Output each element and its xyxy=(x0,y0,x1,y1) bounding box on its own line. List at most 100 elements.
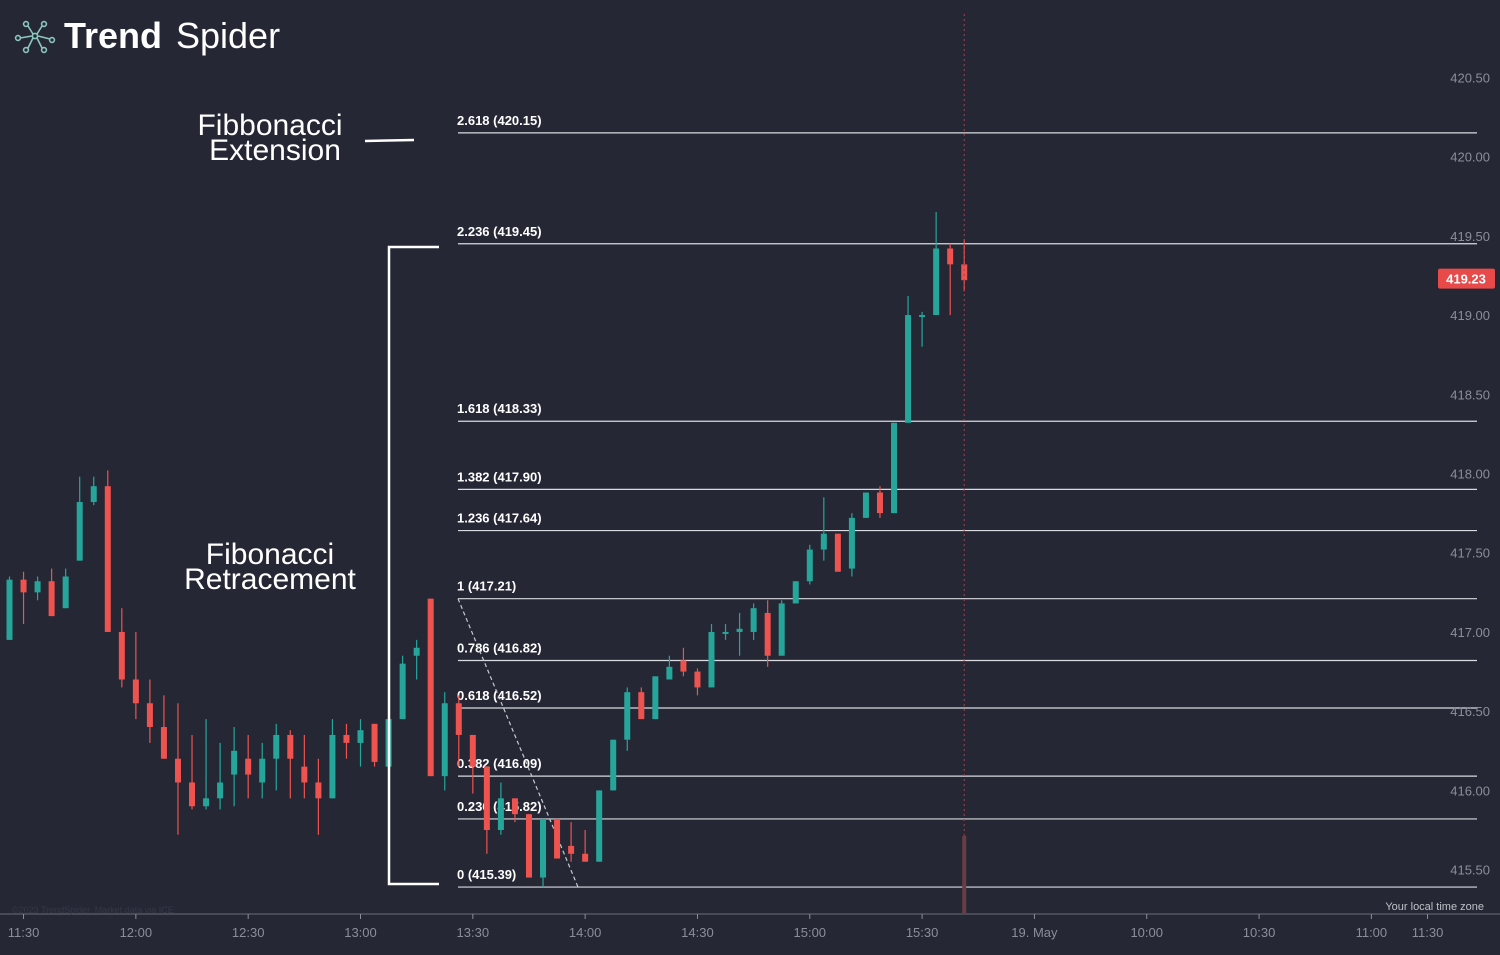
candle-body xyxy=(554,818,561,859)
candle-body xyxy=(540,818,547,878)
retracement-label-line2: Retracement xyxy=(184,563,356,596)
candle-body xyxy=(947,248,954,265)
candle-body xyxy=(694,671,701,688)
x-tick-label: 13:30 xyxy=(457,925,490,940)
candle-body xyxy=(820,533,827,550)
fib-extension-annotation: Fibbonacci Extension xyxy=(197,109,415,167)
x-tick-label: 13:00 xyxy=(344,925,377,940)
candle-body xyxy=(174,758,181,783)
candle-body xyxy=(132,679,139,704)
fib-level-label: 0.618 (416.52) xyxy=(457,688,542,703)
y-tick-label: 417.00 xyxy=(1450,625,1490,640)
candle-body xyxy=(666,666,673,680)
y-tick-label: 416.50 xyxy=(1450,704,1490,719)
fib-level-label: 0.382 (416.09) xyxy=(457,756,542,771)
x-tick-label: 11:00 xyxy=(1356,925,1388,940)
fib-level-label: 1.382 (417.90) xyxy=(457,469,542,484)
fib-level-label: 2.618 (420.15) xyxy=(457,113,542,128)
candle-body xyxy=(933,248,940,316)
candle-body xyxy=(469,734,476,767)
brand-name-bold: Trend xyxy=(64,15,162,56)
retracement-label-line1: Fibonacci xyxy=(206,538,334,571)
candle-body xyxy=(610,739,617,791)
fib-level-label: 2.236 (419.45) xyxy=(457,224,542,239)
candle-body xyxy=(511,798,518,815)
candle-body xyxy=(427,598,434,777)
candle-body xyxy=(301,766,308,783)
candle-body xyxy=(273,734,280,759)
brand-logo: Trend Spider xyxy=(14,15,280,56)
y-tick-label: 418.50 xyxy=(1450,387,1490,402)
fib-level-label: 1 (417.21) xyxy=(457,579,516,594)
candle-body xyxy=(118,631,125,680)
candle-body xyxy=(905,315,912,423)
time-axis: 11:30 12:00 12:30 13:00 13:30 14:00 14:30 15:00… xyxy=(0,14,1500,940)
y-tick-label: 419.50 xyxy=(1450,229,1490,244)
x-tick-label: 10:00 xyxy=(1130,925,1163,940)
candle-body xyxy=(652,676,659,720)
candle-body xyxy=(90,486,97,503)
candle-body xyxy=(848,517,855,569)
candle-body xyxy=(203,798,210,807)
x-tick-label: 14:30 xyxy=(681,925,714,940)
candle-body xyxy=(104,486,111,632)
candle-body xyxy=(736,628,743,632)
candle-body xyxy=(6,579,13,640)
candle-body xyxy=(891,422,898,514)
candle-body xyxy=(399,663,406,720)
fib-level-label: 0.786 (416.82) xyxy=(457,640,542,655)
fib-level-label: 0 (415.39) xyxy=(457,867,516,882)
y-tick-label: 416.00 xyxy=(1450,783,1490,798)
x-tick-label: 11:30 xyxy=(1412,925,1444,940)
candle-body xyxy=(624,692,631,740)
y-tick-label: 419.00 xyxy=(1450,308,1490,323)
x-tick-label: 15:30 xyxy=(906,925,939,940)
candle-body xyxy=(245,758,252,775)
fib-level-label: 1.236 (417.64) xyxy=(457,511,542,526)
candle-body xyxy=(806,549,813,582)
extension-label-line1: Fibbonacci xyxy=(197,109,342,142)
timezone-label[interactable]: Your local time zone xyxy=(1385,901,1484,913)
candle-body xyxy=(413,647,420,656)
candle-body xyxy=(834,533,841,572)
candle-body xyxy=(62,576,69,609)
y-tick-label: 420.00 xyxy=(1450,150,1490,165)
fib-level-label: 1.618 (418.33) xyxy=(457,401,542,416)
candle-body xyxy=(441,703,448,777)
candle-body xyxy=(160,727,167,759)
fibonacci-levels: 0 (415.39)0.236 (415.82)0.382 (416.09)0.… xyxy=(457,113,1477,888)
candle-body xyxy=(680,660,687,672)
last-price-badge xyxy=(1438,268,1495,289)
candle-body xyxy=(343,734,350,743)
candle-body xyxy=(764,612,771,656)
candle-body xyxy=(750,608,757,632)
candle-body xyxy=(231,750,238,775)
candle-body xyxy=(371,723,378,762)
volume-bar xyxy=(962,836,967,914)
candle-body xyxy=(76,502,83,561)
candles xyxy=(6,212,968,888)
x-tick-label: 11:30 xyxy=(8,925,40,940)
candle-body xyxy=(582,853,589,862)
x-tick-label: 12:30 xyxy=(232,925,265,940)
retracement-bracket xyxy=(387,245,439,886)
fib-retracement-annotation: Fibonacci Retracement xyxy=(184,245,439,886)
candle-body xyxy=(568,845,575,854)
x-tick-label: 10:30 xyxy=(1243,925,1276,940)
brand-name-light: Spider xyxy=(176,15,280,56)
candle-body xyxy=(20,579,27,593)
candle-body xyxy=(287,734,294,759)
y-tick-label: 420.50 xyxy=(1450,70,1490,85)
candle-body xyxy=(146,703,153,728)
candle-body xyxy=(455,703,462,735)
candle-body xyxy=(876,492,883,514)
candle-body xyxy=(483,766,490,831)
x-tick-label: 14:00 xyxy=(569,925,602,940)
extension-label-line2: Extension xyxy=(209,134,341,167)
candle-body xyxy=(259,758,266,783)
copyright-text: ©2023 TrendSpider. Market data via ICE xyxy=(12,905,174,915)
candle-body xyxy=(778,603,785,656)
